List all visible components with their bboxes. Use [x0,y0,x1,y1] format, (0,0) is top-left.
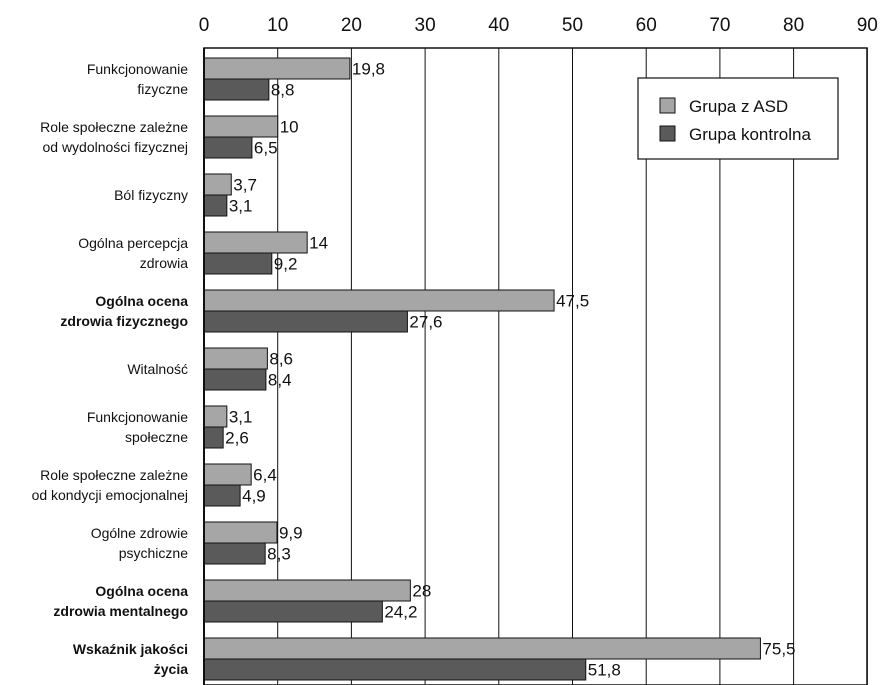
category-label: Funkcjonowanie [87,61,188,77]
category-label: zdrowia fizycznego [60,313,188,329]
value-label: 9,2 [274,255,298,274]
category-label: Ogólna ocena [95,293,188,309]
bar-asd [203,173,232,196]
legend-label-control: Grupa kontrolna [689,125,811,144]
bar-control [203,484,241,507]
value-label: 3,7 [233,176,257,195]
category-labels: Funkcjonowanie fizyczne Role społeczne zal… [32,61,189,677]
bar-asd [203,115,279,138]
bar-control [203,136,253,159]
value-label: 6,4 [253,466,277,485]
category-label: od wydolności fizycznej [42,139,188,155]
bar-asd [203,637,761,660]
legend-box [637,77,839,160]
legend-label-asd: Grupa z ASD [689,97,788,116]
category-label: Witalność [127,361,188,377]
x-tick-label: 30 [415,15,436,36]
value-label: 8,3 [267,545,291,564]
bar-asd [203,579,411,602]
category-label: Wskaźnik jakości [73,641,188,657]
value-label: 8,4 [268,371,292,390]
bar-asd [203,347,268,370]
value-label: 47,5 [556,292,589,311]
x-tick-label: 10 [267,15,288,36]
category-label: Ból fizyczny [114,187,188,203]
bar-control [203,426,224,449]
category-label: Ogólne zdrowie [91,525,188,541]
x-axis-ticks: 0 10 20 30 40 50 60 70 80 90 [199,15,878,36]
category-label: Ogólna percepcja [78,235,188,251]
legend: Grupa z ASD Grupa kontrolna [637,77,839,160]
bar-control [203,600,383,623]
bar-control [203,658,587,681]
value-labels: 19,8 8,8 106,5 3,7 3,1 14 9,2 47,5 27,6 8,6 8,4 3,1… [225,60,795,680]
category-label: fizyczne [137,81,188,97]
value-label: 27,6 [409,313,442,332]
category-label: społeczne [125,429,188,445]
bar-control [203,310,408,333]
value-label: 6,5 [254,139,278,158]
value-label: 4,9 [242,487,266,506]
value-label: 9,9 [279,524,303,543]
x-tick-label: 0 [199,15,210,36]
value-label: 8,8 [271,81,295,100]
x-tick-label: 60 [636,15,657,36]
category-label: psychiczne [119,545,188,561]
bar-control [203,252,273,275]
category-label: Ogólna ocena [95,583,188,599]
x-tick-label: 70 [709,15,730,36]
value-label: 75,5 [762,640,795,659]
category-label: Funkcjonowanie [87,409,188,425]
category-label: Role społeczne zależne [40,119,188,135]
value-label: 8,6 [269,350,293,369]
legend-swatch-control [659,125,676,142]
bar-asd [203,521,278,544]
x-tick-label: 50 [562,15,583,36]
value-label: 10 [280,118,299,137]
value-label: 3,1 [229,197,253,216]
value-label: 2,6 [225,429,249,448]
x-tick-label: 80 [783,15,804,36]
value-label: 51,8 [588,661,621,680]
legend-swatch-asd [659,97,676,114]
value-label: 28 [412,582,431,601]
bar-control [203,194,228,217]
bar-control [203,78,270,101]
bar-asd [203,289,555,312]
x-tick-label: 20 [341,15,362,36]
category-label: zdrowia mentalnego [53,603,188,619]
bar-asd [203,405,228,428]
value-label: 24,2 [384,603,417,622]
bar-asd [203,57,351,80]
bar-control [203,542,266,565]
x-tick-label: 90 [857,15,878,36]
bar-asd [203,231,308,254]
category-label: od kondycji emocjonalnej [32,487,188,503]
category-label: zdrowia [140,255,188,271]
bar-asd [203,463,252,486]
value-label: 3,1 [229,408,253,427]
bar-control [203,368,267,391]
category-label: życia [154,661,188,677]
bars [203,57,761,681]
value-label: 14 [309,234,328,253]
x-tick-label: 40 [488,15,509,36]
category-label: Role społeczne zależne [40,467,188,483]
value-label: 19,8 [352,60,385,79]
